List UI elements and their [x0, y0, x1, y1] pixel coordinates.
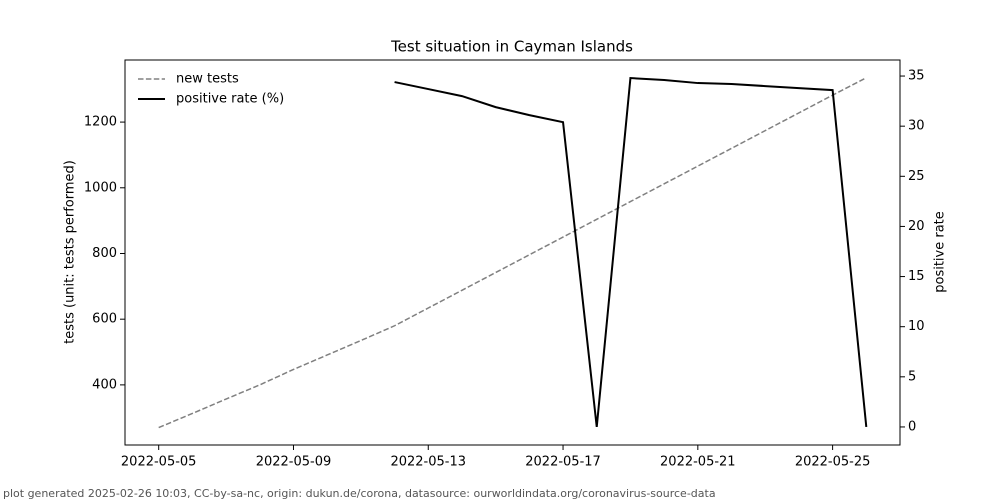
y-tick-label: 1000: [84, 180, 117, 195]
y2-tick-label: 10: [908, 319, 925, 334]
y-tick-label: 800: [92, 246, 117, 261]
x-tick-label: 2022-05-21: [660, 455, 736, 470]
x-tick-label: 2022-05-09: [256, 455, 332, 470]
y2-tick-label: 35: [908, 69, 925, 84]
legend-label: new tests: [176, 72, 239, 87]
y2-tick-label: 0: [908, 419, 916, 434]
legend-label: positive rate (%): [176, 92, 284, 107]
footer: plot generated 2025-02-26 10:03, CC-by-s…: [3, 487, 716, 500]
y2-tick-label: 5: [908, 369, 916, 384]
x-tick-label: 2022-05-13: [390, 455, 466, 470]
y-axis-label: tests (unit: tests performed): [63, 160, 78, 344]
series-line: [394, 76, 868, 428]
series-line: [158, 77, 867, 429]
y2-tick-label: 25: [908, 169, 925, 184]
chart-title: Test situation in Cayman Islands: [390, 38, 633, 56]
y-tick-label: 1200: [84, 115, 117, 130]
y2-tick-label: 30: [908, 119, 925, 134]
y-tick-label: 600: [92, 312, 117, 327]
y2-tick-label: 20: [908, 219, 925, 234]
plot-frame: [124, 59, 901, 446]
y-tick-label: 400: [92, 377, 117, 392]
y2-tick-label: 15: [908, 269, 925, 284]
y2-axis-label: positive rate: [933, 211, 948, 293]
x-tick-label: 2022-05-25: [795, 455, 871, 470]
x-tick-label: 2022-05-05: [121, 455, 197, 470]
x-tick-label: 2022-05-17: [525, 455, 601, 470]
